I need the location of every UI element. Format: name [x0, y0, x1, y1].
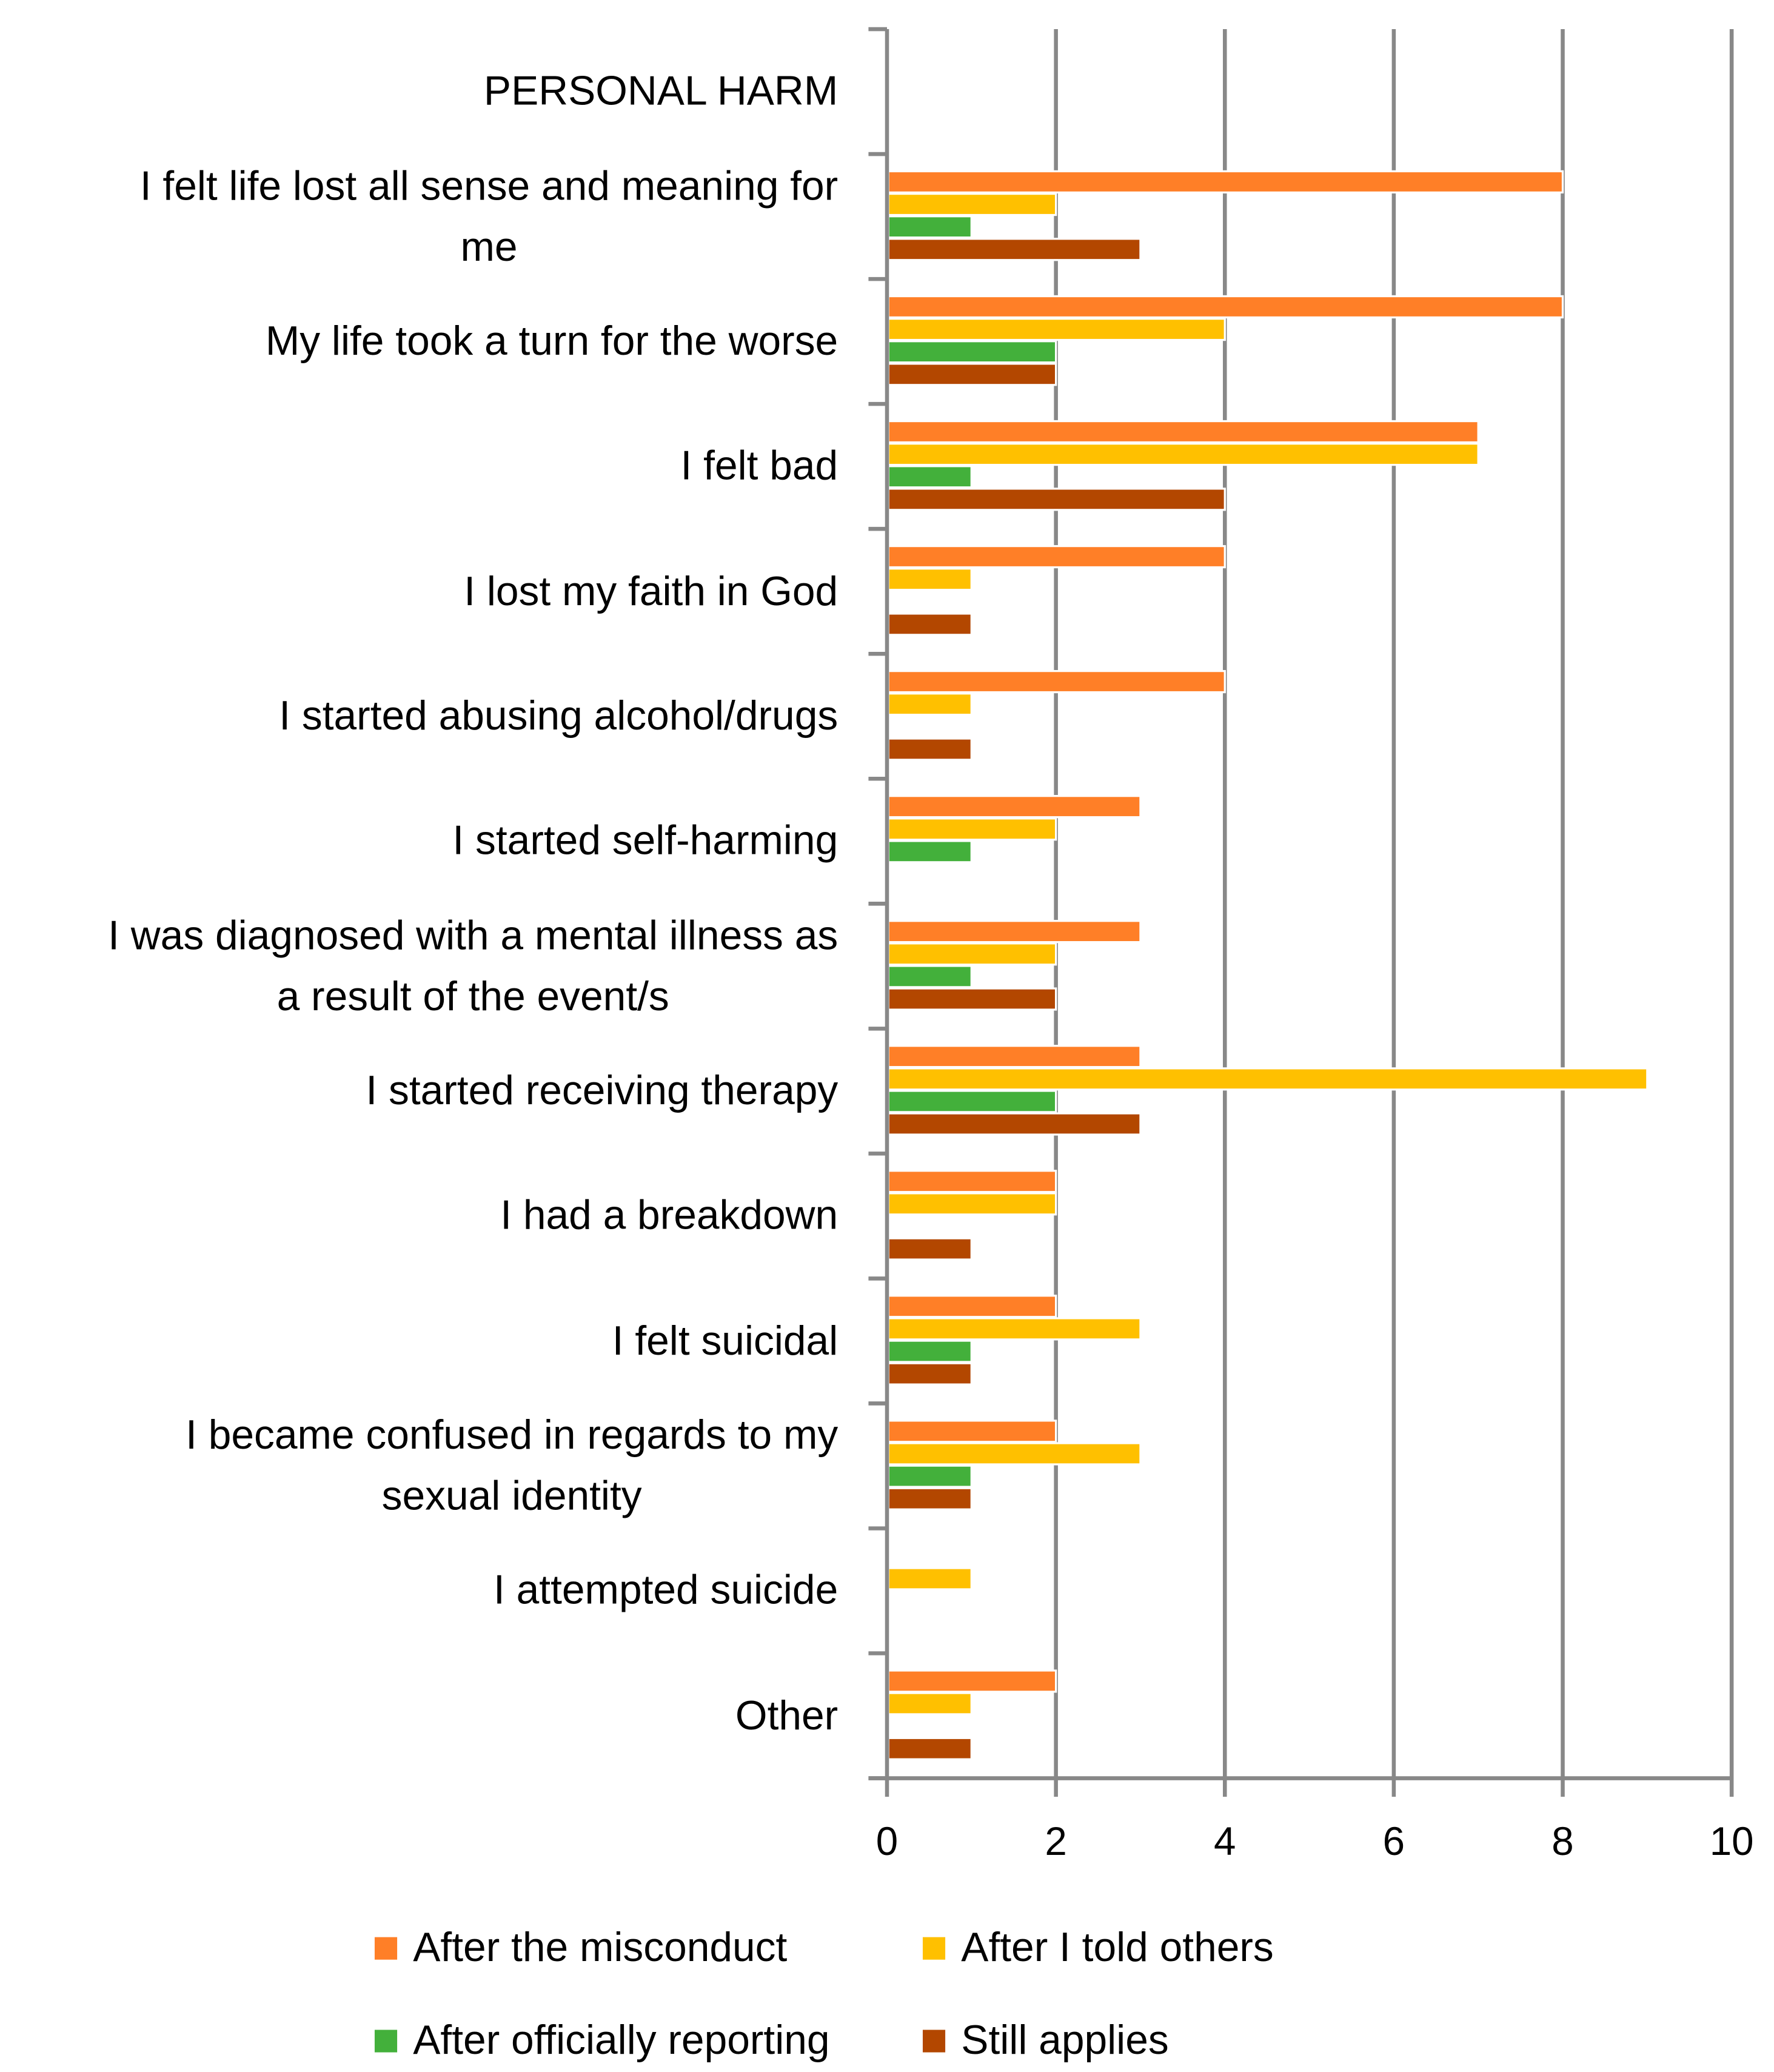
bar-after-i-told-others — [887, 692, 972, 716]
bar-after-the-misconduct — [887, 920, 1142, 944]
legend-item: After officially reporting — [374, 2016, 830, 2065]
bar-still-applies — [887, 1362, 972, 1386]
legend-item: After the misconduct — [374, 1923, 788, 1972]
bar-still-applies — [887, 1737, 972, 1760]
bar-after-the-misconduct — [887, 1045, 1142, 1068]
bar-after-the-misconduct — [887, 1420, 1057, 1443]
bar-after-i-told-others — [887, 1692, 972, 1715]
x-tick-label: 6 — [1382, 1820, 1405, 1865]
bar-after-officially-reporting — [887, 1090, 1057, 1113]
x-tick-label: 4 — [1214, 1820, 1236, 1865]
bar-still-applies — [887, 1487, 972, 1510]
category-label: I felt bad — [680, 442, 838, 489]
x-tick-label: 8 — [1551, 1820, 1574, 1865]
bar-after-the-misconduct — [887, 795, 1142, 819]
legend-swatch — [922, 2029, 946, 2052]
x-tick-label: 10 — [1709, 1820, 1754, 1865]
category-label: I had a breakdown — [500, 1192, 838, 1239]
x-tick-label: 2 — [1045, 1820, 1067, 1865]
bar-after-i-told-others — [887, 1567, 972, 1591]
bar-after-i-told-others — [887, 443, 1479, 466]
category-label: Other — [735, 1692, 838, 1738]
bar-after-officially-reporting — [887, 1464, 972, 1488]
legend-item: Still applies — [922, 2016, 1169, 2065]
bar-after-i-told-others — [887, 568, 972, 591]
bar-after-i-told-others — [887, 817, 1057, 841]
bar-after-officially-reporting — [887, 1339, 972, 1363]
category-label: I was diagnosed with a mental illness as… — [108, 911, 838, 1019]
x-tick-label: 0 — [875, 1820, 899, 1865]
bar-still-applies — [887, 238, 1142, 261]
category-label: I started self-harming — [452, 817, 838, 864]
legend-label: After I told others — [961, 1923, 1274, 1971]
bar-after-i-told-others — [887, 1067, 1648, 1091]
legend-label: After officially reporting — [413, 2016, 830, 2064]
bar-still-applies — [887, 1237, 972, 1261]
bar-after-i-told-others — [887, 317, 1226, 341]
bar-after-i-told-others — [887, 1317, 1142, 1341]
bar-after-officially-reporting — [887, 840, 972, 863]
bar-still-applies — [887, 737, 972, 761]
bar-after-officially-reporting — [887, 340, 1057, 364]
bar-still-applies — [887, 363, 1057, 386]
bar-after-i-told-others — [887, 1192, 1057, 1216]
bar-after-i-told-others — [887, 1442, 1142, 1466]
bar-after-i-told-others — [887, 192, 1057, 216]
category-label: I attempted suicide — [494, 1567, 838, 1614]
legend-swatch — [374, 1936, 398, 1959]
category-label: My life took a turn for the worse — [265, 317, 838, 364]
legend-swatch — [922, 1936, 946, 1959]
bar-after-the-misconduct — [887, 1295, 1057, 1318]
bar-after-i-told-others — [887, 942, 1057, 966]
category-label: I felt suicidal — [612, 1317, 838, 1364]
category-label: I lost my faith in God — [464, 567, 838, 614]
category-label: I started abusing alcohol/drugs — [279, 692, 838, 739]
category-label: I felt life lost all sense and meaning f… — [139, 162, 838, 270]
bar-after-the-misconduct — [887, 170, 1564, 194]
category-label: I started receiving therapy — [366, 1067, 838, 1114]
category-label: PERSONAL HARM — [483, 67, 838, 115]
bar-after-officially-reporting — [887, 465, 972, 489]
bar-still-applies — [887, 612, 972, 636]
legend-swatch — [374, 2029, 398, 2052]
bar-still-applies — [887, 1112, 1142, 1136]
bar-after-the-misconduct — [887, 1170, 1057, 1193]
bar-after-the-misconduct — [887, 420, 1479, 444]
legend-item: After I told others — [922, 1923, 1274, 1972]
category-label: I became confused in regards to my sexua… — [186, 1411, 838, 1519]
bar-still-applies — [887, 488, 1226, 511]
bar-still-applies — [887, 987, 1057, 1011]
bar-after-the-misconduct — [887, 545, 1226, 569]
bar-after-officially-reporting — [887, 965, 972, 988]
bar-after-officially-reporting — [887, 215, 972, 239]
bar-after-the-misconduct — [887, 295, 1564, 319]
bar-after-the-misconduct — [887, 669, 1226, 694]
legend-label: After the misconduct — [413, 1923, 788, 1971]
bar-after-the-misconduct — [887, 1669, 1057, 1693]
legend-label: Still applies — [961, 2016, 1169, 2064]
